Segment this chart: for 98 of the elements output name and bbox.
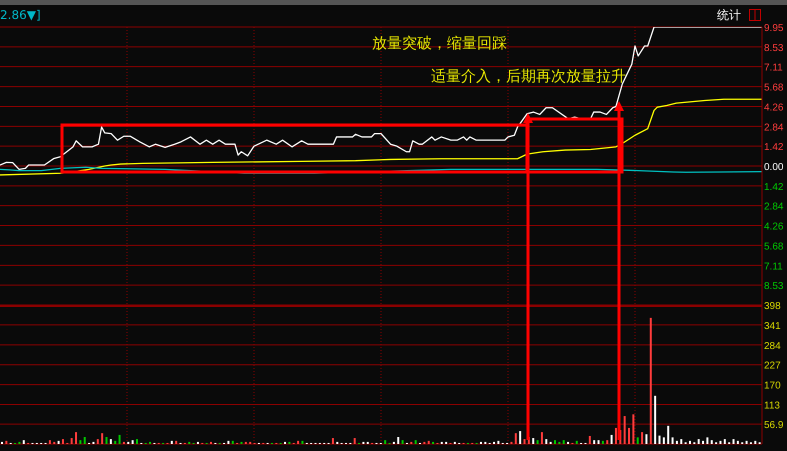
bar: [384, 440, 386, 444]
bar: [719, 440, 722, 444]
annotation: 适量介入，后期再次放量拉升: [431, 67, 626, 85]
bar: [524, 439, 526, 444]
bar: [428, 440, 430, 444]
bar: [62, 439, 64, 444]
y-tick-label: 227: [764, 360, 782, 372]
bar: [672, 437, 674, 444]
bar: [624, 416, 626, 444]
y-tick-label: 341: [764, 320, 782, 332]
bar: [5, 440, 8, 444]
bar: [175, 440, 178, 444]
bar: [702, 440, 704, 444]
bar: [301, 440, 304, 444]
bar: [540, 432, 543, 444]
bar: [588, 436, 591, 444]
bar: [136, 439, 138, 444]
bar: [297, 440, 300, 444]
bar: [397, 437, 400, 444]
y-tick-label: 284: [764, 340, 782, 352]
y-tick-label: 1.42: [764, 142, 784, 154]
y-tick-label: 9.95: [764, 23, 784, 34]
bar: [610, 434, 613, 444]
bar: [170, 440, 173, 444]
bar: [536, 440, 539, 444]
bar: [79, 440, 82, 444]
bar: [732, 439, 735, 444]
bar: [754, 440, 756, 444]
bar: [532, 438, 534, 444]
y-tick-label: 4.26: [764, 222, 784, 233]
bar: [606, 440, 608, 444]
bar: [562, 440, 565, 444]
bar: [545, 439, 548, 444]
bar: [110, 439, 112, 444]
bar: [658, 436, 660, 444]
bar: [636, 437, 639, 444]
bar: [724, 439, 726, 444]
y-tick-label: 7.11: [764, 62, 784, 74]
bar: [118, 434, 121, 444]
bar: [497, 440, 500, 444]
bar: [70, 438, 73, 444]
y-tick-label: 0.00: [764, 162, 784, 173]
bar: [706, 437, 708, 444]
bar: [628, 428, 630, 444]
bar: [614, 428, 617, 444]
text: 统计: [717, 8, 741, 22]
y-tick-label: 398: [764, 301, 782, 312]
y-tick-label: 56.9: [764, 420, 784, 432]
bar: [698, 439, 700, 444]
bar: [402, 440, 404, 444]
bar: [593, 440, 596, 444]
bar: [132, 440, 134, 444]
bar: [667, 426, 670, 444]
y-tick-label: 4.26: [764, 102, 784, 114]
bar: [48, 440, 51, 444]
bar: [354, 438, 356, 444]
bar: [746, 440, 748, 444]
bar: [75, 432, 78, 444]
bar: [645, 434, 648, 444]
bar: [676, 440, 678, 444]
bar: [96, 439, 99, 444]
bar: [114, 440, 116, 444]
bar: [58, 440, 60, 444]
bar: [332, 438, 334, 444]
line-series: [0, 98, 763, 176]
bar: [710, 440, 713, 444]
y-tick-label: 1.42: [764, 182, 784, 193]
bar: [632, 414, 634, 444]
y-tick-label: 113: [764, 400, 780, 412]
bar: [688, 440, 691, 444]
bar: [662, 437, 665, 444]
bar: [576, 440, 578, 444]
bar: [519, 431, 522, 444]
y-tick-label: 8.53: [764, 281, 784, 292]
bar: [414, 440, 417, 444]
y-tick-label: 170: [764, 380, 782, 392]
bar: [598, 440, 600, 444]
bar: [106, 437, 108, 444]
y-tick-label: 5.68: [764, 82, 784, 94]
y-tick-label: 2.84: [764, 202, 784, 213]
bar: [641, 432, 644, 444]
bar: [680, 439, 682, 444]
bar: [514, 433, 517, 444]
bar: [654, 396, 656, 444]
y-tick-label: 5.68: [764, 241, 784, 252]
bar: [650, 318, 652, 444]
bar: [736, 440, 739, 444]
bar: [232, 440, 234, 444]
y-tick-label: 8.53: [764, 42, 784, 54]
bar: [602, 440, 604, 444]
bar: [22, 440, 25, 444]
text: 2.86▼]: [0, 8, 41, 22]
bar: [84, 437, 86, 444]
bar: [554, 440, 556, 444]
bar: [227, 440, 230, 444]
bar: [101, 433, 104, 444]
y-tick-label: 7.11: [764, 261, 784, 272]
y-tick-label: 2.84: [764, 122, 784, 134]
